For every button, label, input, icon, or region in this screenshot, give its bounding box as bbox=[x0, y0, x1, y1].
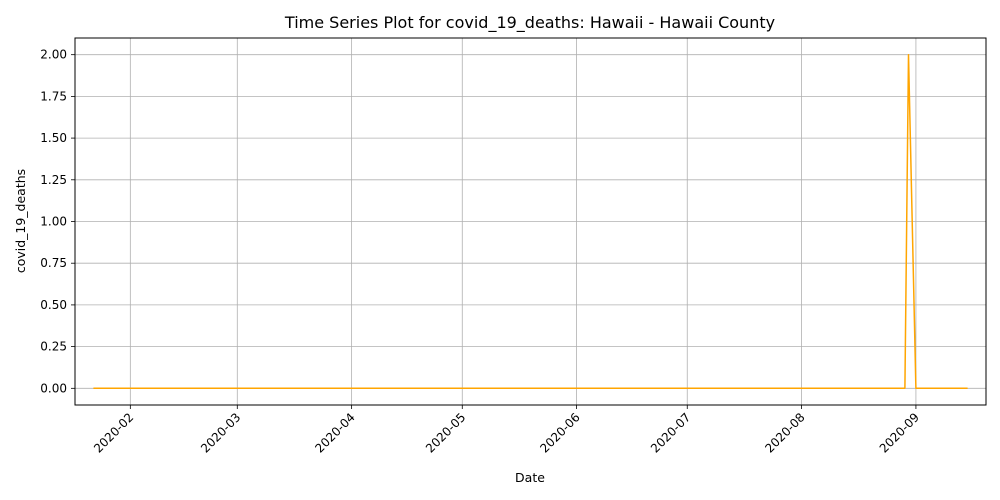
chart-title: Time Series Plot for covid_19_deaths: Ha… bbox=[284, 13, 775, 33]
y-tick-label: 0.75 bbox=[40, 256, 67, 270]
y-tick-label: 0.00 bbox=[40, 381, 67, 395]
y-axis-label: covid_19_deaths bbox=[13, 169, 28, 273]
y-tick-label: 1.25 bbox=[40, 173, 67, 187]
y-tick-label: 1.00 bbox=[40, 215, 67, 229]
y-tick-label: 1.75 bbox=[40, 89, 67, 103]
grid-lines bbox=[75, 38, 986, 405]
series-line bbox=[93, 53, 968, 390]
y-tick-label: 0.50 bbox=[40, 298, 67, 312]
y-tick-label: 0.25 bbox=[40, 340, 67, 354]
x-axis-label: Date bbox=[515, 470, 545, 485]
y-axis-ticks: 0.00 0.25 0.50 0.75 1.00 1.25 1.50 1.75 2.00 bbox=[40, 48, 75, 395]
series-lines bbox=[93, 53, 968, 390]
y-tick-label: 2.00 bbox=[40, 48, 67, 62]
y-tick-label: 1.50 bbox=[40, 131, 67, 145]
